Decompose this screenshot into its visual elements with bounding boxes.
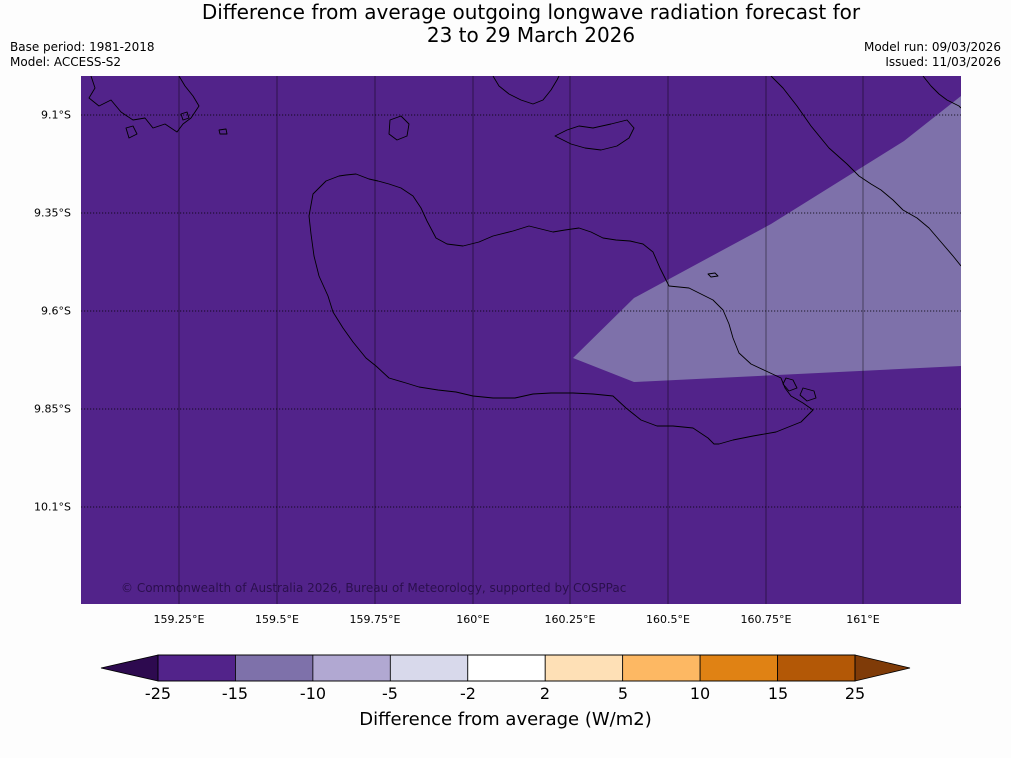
colorbar-bin bbox=[235, 654, 314, 682]
colorbar-tick-label: 2 bbox=[539, 684, 551, 703]
meridian-gridlines bbox=[178, 76, 864, 604]
lat-label: 9.1°S bbox=[41, 108, 71, 122]
lon-label: 160.75°E bbox=[740, 613, 792, 626]
colorbar-frame bbox=[157, 654, 856, 682]
lon-label: 160°E bbox=[456, 613, 490, 626]
map-panel: © Commonwealth of Australia 2026, Bureau… bbox=[81, 76, 961, 604]
colorbar-tick-label: 10 bbox=[689, 684, 711, 703]
anomaly-region bbox=[573, 96, 961, 382]
northwest-islands-coastline bbox=[88, 76, 200, 133]
lat-label: 9.6°S bbox=[41, 304, 71, 318]
info-left: Base period: 1981-2018 Model: ACCESS-S2 bbox=[10, 40, 155, 70]
colorbar-tick-label: 5 bbox=[617, 684, 629, 703]
chart-title: Difference from average outgoing longwav… bbox=[0, 1, 1011, 47]
florida-islands-coastline bbox=[554, 119, 635, 151]
info-right: Model run: 09/03/2026 Issued: 11/03/2026 bbox=[864, 40, 1001, 70]
russell-islands-coastline bbox=[388, 115, 410, 141]
northwest-islet-1 bbox=[125, 125, 138, 139]
colorbar-bin bbox=[777, 654, 856, 682]
lon-label: 159.5°E bbox=[255, 613, 299, 626]
title-line-1: Difference from average outgoing longwav… bbox=[201, 0, 861, 24]
colorbar-tick-label: -15 bbox=[221, 684, 249, 703]
marau-islets bbox=[782, 377, 817, 402]
northwest-islet-3 bbox=[180, 111, 190, 121]
colorbar-tick-label: -5 bbox=[382, 684, 398, 703]
malaita-north-coastline bbox=[922, 76, 961, 109]
copyright-notice: © Commonwealth of Australia 2026, Bureau… bbox=[121, 581, 626, 595]
guadalcanal-coastline bbox=[308, 173, 814, 445]
model-text: Model: ACCESS-S2 bbox=[10, 55, 122, 69]
lat-label: 9.35°S bbox=[34, 206, 71, 220]
colorbar-bin bbox=[389, 654, 469, 682]
base-period-text: Base period: 1981-2018 bbox=[10, 40, 155, 54]
colorbar bbox=[100, 654, 911, 682]
lon-label: 159.25°E bbox=[153, 613, 205, 626]
colorbar-tick-label: -2 bbox=[460, 684, 476, 703]
malaita-coastline bbox=[770, 76, 961, 267]
issued-text: Issued: 11/03/2026 bbox=[885, 55, 1001, 69]
title-line-2: 23 to 29 March 2026 bbox=[426, 23, 636, 47]
lon-label: 161°E bbox=[846, 613, 880, 626]
colorbar-tick-label: -25 bbox=[144, 684, 172, 703]
colorbar-under-arrow bbox=[100, 654, 159, 682]
colorbar-bin bbox=[544, 654, 624, 682]
model-run-text: Model run: 09/03/2026 bbox=[863, 40, 1001, 54]
northwest-islet-2 bbox=[218, 128, 228, 135]
colorbar-tick-label: -10 bbox=[299, 684, 327, 703]
lon-label: 159.75°E bbox=[349, 613, 401, 626]
colorbar-bin bbox=[157, 654, 236, 682]
lon-label: 160.25°E bbox=[544, 613, 596, 626]
lat-label: 9.85°S bbox=[34, 402, 71, 416]
colorbar-bin bbox=[699, 654, 778, 682]
colorbar-over-arrow bbox=[854, 654, 911, 682]
colorbar-title: Difference from average (W/m2) bbox=[359, 709, 652, 730]
florida-islands-west-coastline bbox=[492, 76, 560, 105]
colorbar-bin bbox=[312, 654, 391, 682]
lat-label: 10.1°S bbox=[34, 500, 71, 514]
coastlines bbox=[88, 76, 961, 445]
colorbar-tick-label: 25 bbox=[844, 684, 866, 703]
savo-islet bbox=[707, 272, 719, 278]
colorbar-tick-label: 15 bbox=[767, 684, 789, 703]
colorbar-bin bbox=[622, 654, 701, 682]
colorbar-bin bbox=[467, 654, 546, 682]
lon-label: 160.5°E bbox=[646, 613, 690, 626]
